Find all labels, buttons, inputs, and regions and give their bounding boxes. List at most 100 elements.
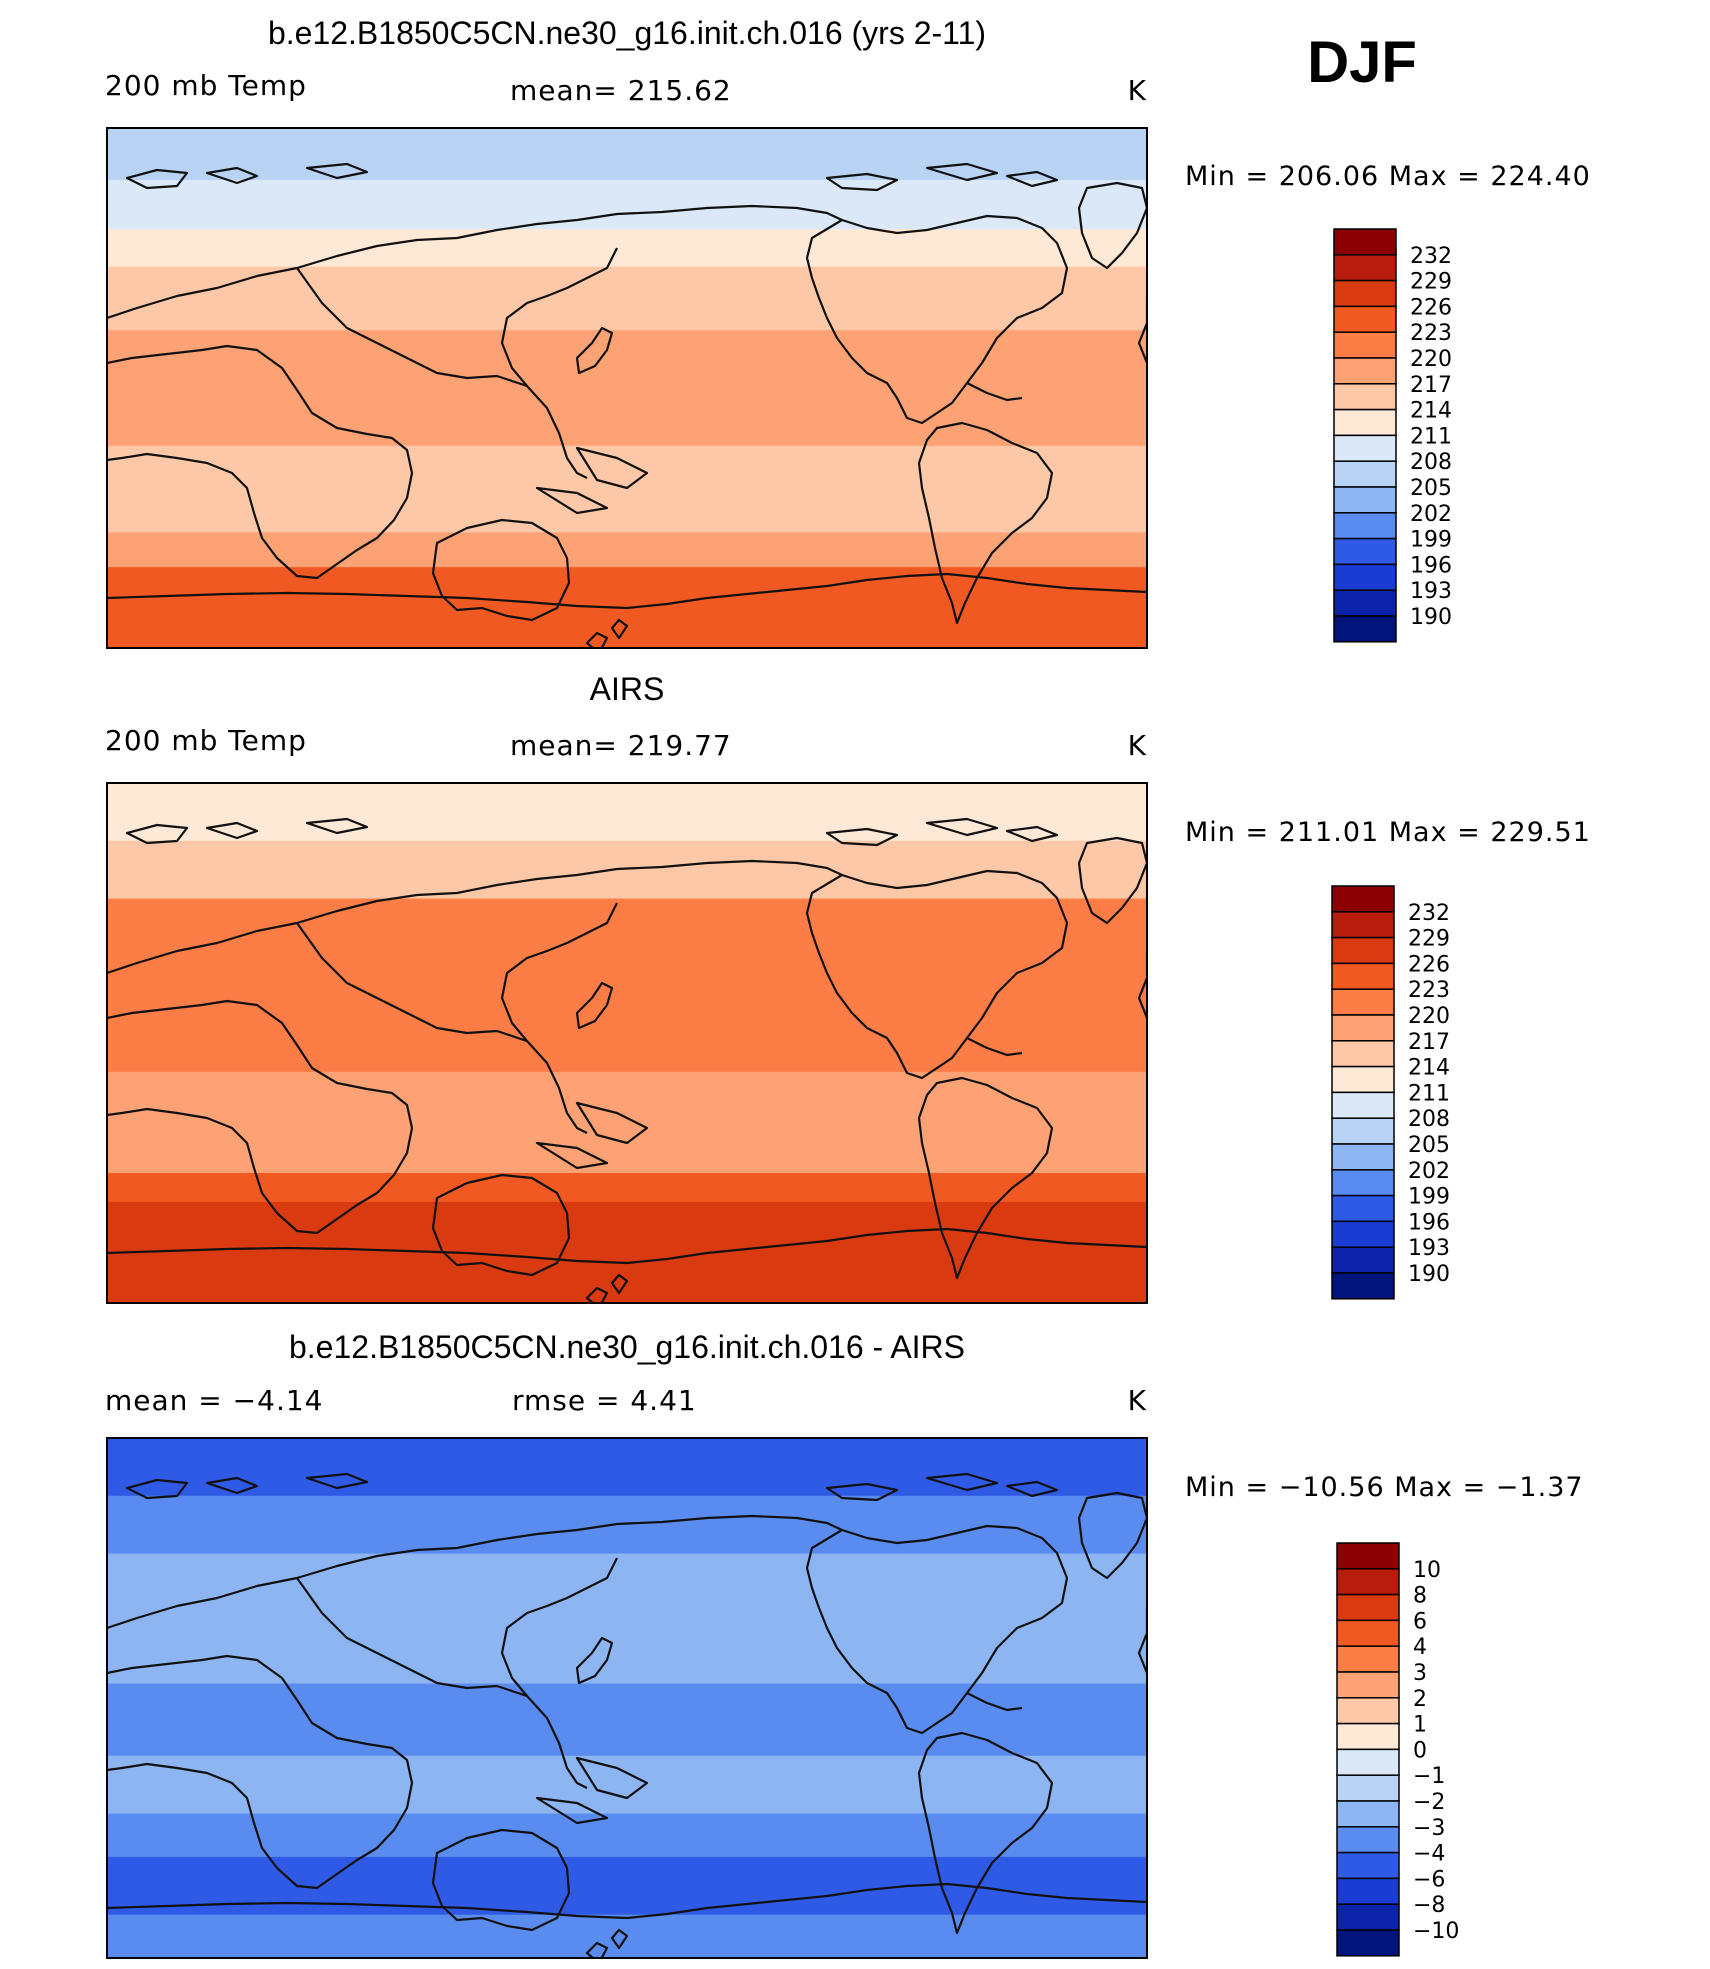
field-band [107,128,1147,181]
colorbar-swatch [1333,383,1397,411]
colorbar-swatch [1333,254,1397,282]
panel-1-colorbar: 2322292262232202172142112082052021991961… [1333,228,1452,643]
colorbar-tick-label: 220 [1408,1004,1450,1029]
season-label: DJF [1307,30,1417,95]
colorbar-tick-label: 220 [1410,347,1452,372]
colorbar-swatch [1331,1220,1395,1248]
panel-1-field [107,128,1147,648]
colorbar-tick-label: 229 [1408,927,1450,952]
colorbar-swatch [1331,1272,1395,1300]
colorbar-swatch [1336,1593,1400,1622]
colorbar-tick-label: 1 [1413,1713,1427,1738]
colorbar-tick-label: 211 [1408,1081,1450,1106]
colorbar-tick-label: −8 [1413,1893,1445,1918]
panel-2-minmax: Min = 211.01 Max = 229.51 [1185,817,1591,848]
panel-2-frame [106,782,1148,1304]
colorbar-swatch [1336,1929,1400,1957]
colorbar-tick-label: 193 [1408,1236,1450,1261]
colorbar-swatch [1336,1619,1400,1647]
colorbar-swatch [1336,1877,1400,1905]
colorbar-swatch [1336,1903,1400,1931]
field-band [107,1683,1147,1757]
field-band [107,1129,1147,1174]
colorbar-tick-label: 214 [1408,1056,1450,1081]
colorbar-swatch [1333,331,1397,359]
colorbar-swatch [1336,1851,1400,1880]
field-band [107,1071,1147,1131]
colorbar-swatch [1336,1774,1400,1802]
colorbar-tick-label: −4 [1413,1842,1445,1867]
colorbar-swatch [1331,1040,1395,1068]
panel-2-left-label: 200 mb Temp [105,724,307,757]
colorbar-tick-label: 4 [1413,1635,1427,1660]
panel-2-mean-label: mean= 219.77 [510,729,732,762]
colorbar-tick-label: 199 [1410,528,1452,553]
field-band [107,1553,1147,1612]
colorbar-swatch [1331,1194,1395,1223]
colorbar-tick-label: 196 [1410,553,1452,578]
colorbar-tick-label: 2 [1413,1687,1427,1712]
panel-diff: b.e12.B1850C5CN.ne30_g16.init.ch.016 - A… [105,1329,1584,1959]
colorbar-swatch [1333,589,1397,617]
colorbar-tick-label: 0 [1413,1738,1427,1763]
colorbar-tick-label: −10 [1413,1919,1459,1944]
colorbar-tick-label: 10 [1413,1558,1441,1583]
field-band [107,180,1147,230]
colorbar-tick-label: 199 [1408,1185,1450,1210]
colorbar-tick-label: 3 [1413,1661,1427,1686]
colorbar-swatch [1331,988,1395,1016]
colorbar-swatch [1333,512,1397,540]
panel-3-field [107,1438,1147,1958]
colorbar-tick-label: 223 [1408,978,1450,1003]
colorbar-swatch [1336,1826,1400,1854]
colorbar-swatch [1331,885,1395,913]
colorbar-swatch [1331,1143,1395,1171]
field-band [107,1173,1147,1203]
colorbar-swatch [1333,279,1397,308]
colorbar-swatch [1331,1246,1395,1274]
panel-1-left-label: 200 mb Temp [105,69,307,102]
panel-model: b.e12.B1850C5CN.ne30_g16.init.ch.016 (yr… [105,15,1590,649]
panel-3-left-label: mean = −4.14 [105,1384,323,1417]
colorbar-swatch [1331,962,1395,990]
panel-3-minmax: Min = −10.56 Max = −1.37 [1185,1472,1584,1503]
panel-1-frame [106,127,1148,649]
colorbar-tick-label: −2 [1413,1790,1445,1815]
colorbar-swatch [1331,1117,1395,1145]
colorbar-tick-label: 208 [1410,450,1452,475]
colorbar-swatch [1331,1014,1395,1042]
panel-1-units-label: K [1128,74,1147,107]
colorbar-tick-label: 205 [1408,1133,1450,1158]
colorbar-swatch [1336,1542,1400,1570]
panel-2-title: AIRS [590,671,665,707]
field-band [107,229,1147,268]
colorbar-swatch [1333,615,1397,643]
field-band [107,497,1147,533]
colorbar-tick-label: 6 [1413,1609,1427,1634]
colorbar-swatch [1331,1169,1395,1197]
field-band [107,266,1147,331]
field-band [107,1438,1147,1497]
colorbar-swatch [1336,1568,1400,1596]
colorbar-swatch [1336,1645,1400,1673]
colorbar-tick-label: 193 [1410,579,1452,604]
panel-1-mean-label: mean= 215.62 [510,74,732,107]
field-band [107,1611,1147,1685]
panel-2-field [107,783,1147,1303]
colorbar-tick-label: 226 [1408,952,1450,977]
field-band [107,898,1147,957]
colorbar-tick-label: 190 [1408,1262,1450,1287]
colorbar-tick-label: 196 [1408,1210,1450,1235]
colorbar-tick-label: 202 [1410,502,1452,527]
field-band [107,1495,1147,1555]
colorbar-swatch [1333,305,1397,333]
colorbar-swatch [1331,1091,1395,1119]
field-band [107,445,1147,499]
colorbar-tick-label: 217 [1408,1030,1450,1055]
panel-1-title: b.e12.B1850C5CN.ne30_g16.init.ch.016 (yr… [268,15,986,51]
colorbar-swatch [1331,936,1395,965]
colorbar-swatch [1333,486,1397,514]
colorbar-swatch [1333,408,1397,437]
colorbar-tick-label: −3 [1413,1816,1445,1841]
field-band [107,840,1147,900]
